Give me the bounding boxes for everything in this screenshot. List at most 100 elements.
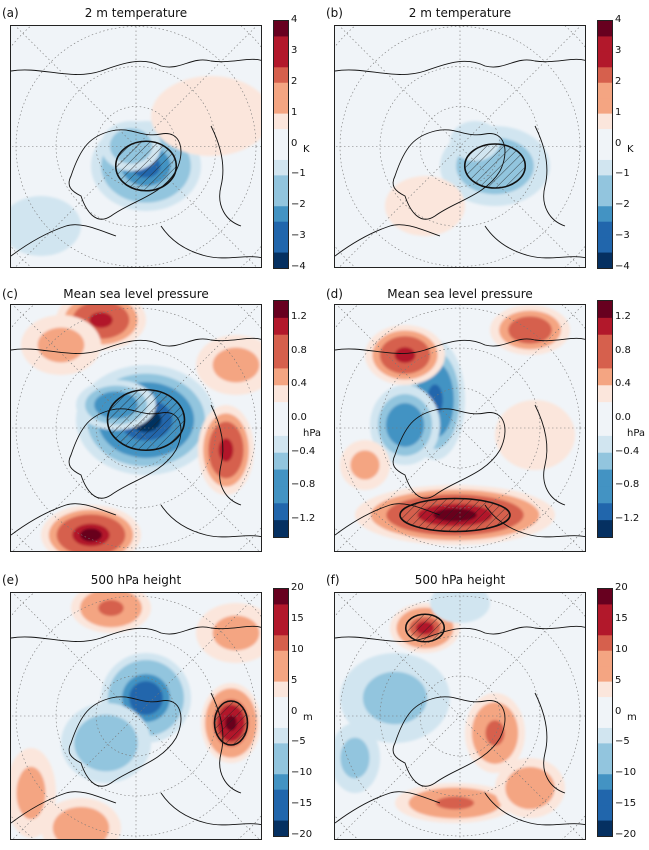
- field-contour: [385, 176, 465, 236]
- colorbar: [273, 588, 289, 837]
- map-panel: [10, 25, 262, 268]
- panel-title: 500 hPa height: [414, 573, 506, 587]
- colorbar-segment: [598, 82, 612, 99]
- colorbar-segment: [274, 619, 288, 636]
- significance-hatch: [463, 143, 527, 189]
- coastline: [335, 224, 441, 257]
- colorbar-segment: [598, 604, 612, 621]
- colorbar-tick-label: −15: [291, 798, 313, 810]
- significance-hatch: [213, 700, 249, 746]
- field-contour: [350, 450, 380, 480]
- colorbar-segment: [274, 221, 288, 238]
- colorbar-segment: [274, 452, 288, 471]
- meridian-line: [12, 593, 260, 839]
- colorbar-segment: [598, 520, 612, 537]
- colorbar-segment: [598, 159, 612, 176]
- map-svg: [335, 305, 585, 551]
- field-contour: [98, 600, 124, 616]
- colorbar-segment: [598, 419, 612, 437]
- map-panel: [334, 592, 586, 840]
- map-panel: [334, 304, 586, 552]
- colorbar-tick-label: 0: [615, 705, 622, 717]
- significance-hatch: [399, 497, 511, 533]
- coastline: [11, 503, 117, 536]
- colorbar-segment: [598, 129, 612, 145]
- colorbar-tick-label: 1: [291, 106, 298, 118]
- colorbar-segment: [274, 774, 288, 791]
- colorbar-tick-label: 0.8: [615, 344, 631, 356]
- colorbar-tick-label: 0.0: [291, 412, 307, 423]
- colorbar-segment: [274, 113, 288, 130]
- colorbar-tick-label: 20: [291, 582, 304, 593]
- colorbar-segment: [274, 789, 288, 806]
- panel-title: Mean sea level pressure: [63, 287, 209, 301]
- colorbar-segment: [598, 402, 612, 420]
- colorbar-tick-label: −0.4: [291, 445, 316, 457]
- colorbar: [597, 20, 613, 269]
- colorbar-segment: [274, 503, 288, 521]
- field-contour: [87, 726, 125, 760]
- coastline: [11, 791, 117, 824]
- coastline: [160, 225, 261, 259]
- colorbar-segment: [274, 712, 288, 729]
- colorbar-segment: [274, 351, 288, 369]
- colorbar-segment: [274, 743, 288, 760]
- colorbar-tick-label: −1.2: [291, 513, 316, 525]
- colorbar-tick-label: 1: [615, 106, 622, 118]
- colorbar-tick-label: 0: [291, 705, 298, 717]
- coastline: [392, 696, 506, 787]
- colorbar-segment: [274, 129, 288, 145]
- colorbar-segment: [274, 252, 288, 268]
- colorbar-segment: [274, 175, 288, 192]
- colorbar-segment: [598, 221, 612, 238]
- colorbar-unit-label: K: [627, 143, 634, 155]
- colorbar-segment: [598, 351, 612, 369]
- field-contour: [394, 347, 416, 363]
- panel-title: Mean sea level pressure: [387, 287, 533, 301]
- map-panel: [10, 304, 262, 552]
- colorbar-segment: [274, 36, 288, 53]
- panel-letter: (c): [2, 287, 18, 301]
- colorbar-tick-label: −3: [615, 230, 630, 242]
- colorbar-tick-label: 15: [291, 612, 304, 624]
- colorbar-segment: [598, 237, 612, 254]
- coastline: [335, 58, 585, 75]
- colorbar-segment: [598, 190, 612, 207]
- colorbar-tick-label: 10: [291, 643, 304, 655]
- map-svg: [335, 26, 585, 267]
- colorbar-segment: [274, 589, 288, 605]
- colorbar-tick-label: 2: [615, 75, 622, 87]
- colorbar-tick-label: 1.2: [615, 310, 631, 322]
- panel-title: 2 m temperature: [84, 6, 188, 20]
- colorbar-segment: [598, 67, 612, 84]
- colorbar-segment: [598, 681, 612, 698]
- field-contour: [80, 528, 102, 542]
- panel-letter: (b): [326, 6, 343, 20]
- colorbar-segment: [274, 206, 288, 223]
- colorbar-segment: [598, 113, 612, 130]
- colorbar-segment: [274, 604, 288, 621]
- field-contour: [393, 412, 417, 438]
- colorbar-tick-label: 20: [615, 582, 628, 593]
- colorbar-tick-label: −10: [615, 767, 637, 779]
- coastline: [160, 504, 261, 538]
- panel-title: 500 hPa height: [90, 573, 182, 587]
- coastline: [11, 224, 117, 257]
- colorbar-segment: [598, 36, 612, 53]
- colorbar-segment: [274, 681, 288, 698]
- colorbar-tick-label: −0.4: [615, 445, 640, 457]
- meridian-line: [336, 593, 584, 839]
- panel-letter: (d): [326, 287, 343, 301]
- coastline: [484, 792, 585, 826]
- colorbar-segment: [274, 758, 288, 775]
- field-contour: [64, 815, 98, 839]
- colorbar-segment: [274, 98, 288, 115]
- field-contour: [515, 775, 545, 801]
- colorbar-segment: [598, 820, 612, 836]
- field-contour: [435, 796, 475, 810]
- colorbar-segment: [598, 435, 612, 454]
- colorbar-tick-label: 0: [615, 137, 622, 149]
- coastline: [534, 125, 566, 227]
- field-contour: [485, 720, 505, 746]
- colorbar-segment: [598, 368, 612, 386]
